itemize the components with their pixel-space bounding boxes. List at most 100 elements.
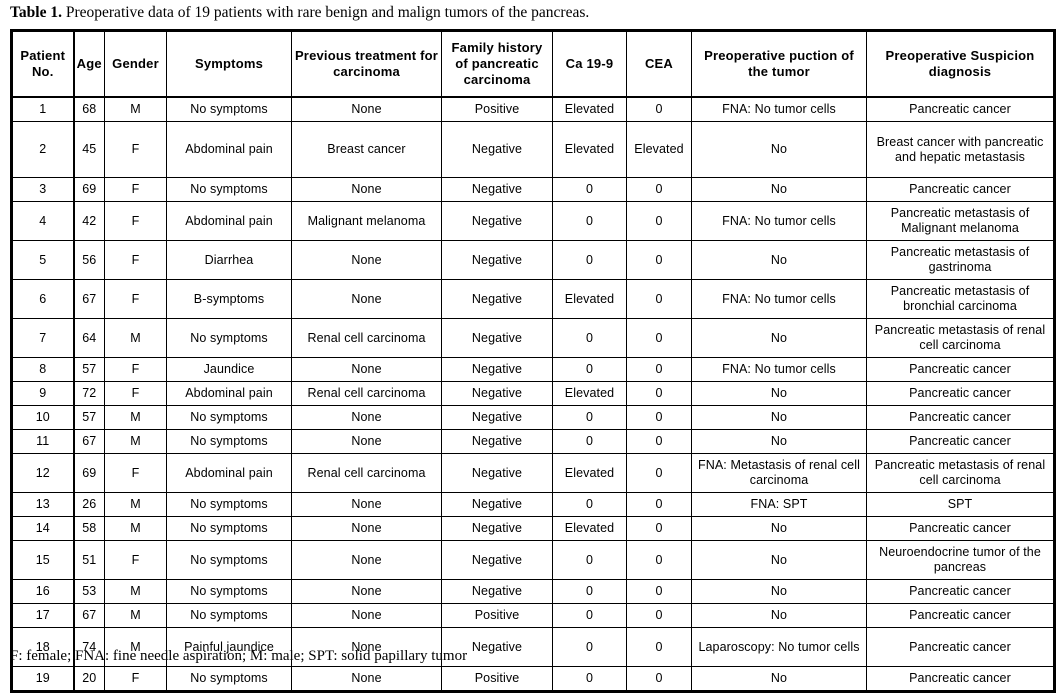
cell-previous-treatment: Renal cell carcinoma — [291, 381, 442, 406]
cell-age: 67 — [73, 429, 105, 454]
cell-ca19-9: 0 — [552, 492, 627, 517]
cell-symptoms: Abdominal pain — [166, 453, 292, 493]
cell-cea: 0 — [626, 603, 692, 628]
cell-cea: 0 — [626, 381, 692, 406]
cell-symptoms: Abdominal pain — [166, 201, 292, 241]
cell-cea: 0 — [626, 579, 692, 604]
cell-ca19-9: 0 — [552, 540, 627, 580]
column-header-preoperative-puncture: Preoperative puction of the tumor — [691, 30, 867, 98]
cell-suspicion-diagnosis: Pancreatic metastasis of renal cell carc… — [866, 453, 1055, 493]
cell-gender: F — [104, 201, 167, 241]
column-header-ca19-9: Ca 19-9 — [552, 30, 627, 98]
cell-preoperative-puncture: FNA: No tumor cells — [691, 357, 867, 382]
column-header-patient-no: Patient No. — [11, 30, 75, 98]
cell-ca19-9: 0 — [552, 201, 627, 241]
column-header-symptoms: Symptoms — [166, 30, 292, 98]
cell-suspicion-diagnosis: Pancreatic metastasis of bronchial carci… — [866, 279, 1055, 319]
table-row: 15 51 F No symptoms None Negative 0 0 No Neuroend… — [11, 540, 1055, 580]
cell-gender: F — [104, 381, 167, 406]
cell-age: 53 — [73, 579, 105, 604]
cell-suspicion-diagnosis: SPT — [866, 492, 1055, 517]
cell-patient-no: 16 — [11, 579, 75, 604]
cell-gender: M — [104, 579, 167, 604]
cell-gender: F — [104, 357, 167, 382]
cell-suspicion-diagnosis: Pancreatic cancer — [866, 96, 1055, 122]
cell-ca19-9: 0 — [552, 429, 627, 454]
cell-suspicion-diagnosis: Pancreatic cancer — [866, 666, 1055, 692]
cell-symptoms: No symptoms — [166, 666, 292, 692]
cell-age: 26 — [73, 492, 105, 517]
cell-gender: F — [104, 453, 167, 493]
cell-patient-no: 2 — [11, 121, 75, 178]
table-row: 6 67 F B-symptoms None Negative Elevated 0 FNA: … — [11, 279, 1055, 319]
cell-patient-no: 5 — [11, 240, 75, 280]
cell-previous-treatment: None — [291, 429, 442, 454]
cell-previous-treatment: Renal cell carcinoma — [291, 318, 442, 358]
cell-preoperative-puncture: No — [691, 516, 867, 541]
cell-suspicion-diagnosis: Pancreatic cancer — [866, 429, 1055, 454]
cell-previous-treatment: None — [291, 603, 442, 628]
cell-ca19-9: 0 — [552, 318, 627, 358]
cell-family-history: Negative — [441, 201, 553, 241]
cell-family-history: Negative — [441, 318, 553, 358]
cell-family-history: Negative — [441, 453, 553, 493]
cell-cea: 0 — [626, 540, 692, 580]
table-row: 8 57 F Jaundice None Negative 0 0 FNA: No tumor … — [11, 357, 1055, 382]
cell-previous-treatment: None — [291, 540, 442, 580]
cell-previous-treatment: None — [291, 516, 442, 541]
cell-family-history: Negative — [441, 429, 553, 454]
cell-symptoms: Abdominal pain — [166, 381, 292, 406]
cell-suspicion-diagnosis: Pancreatic cancer — [866, 357, 1055, 382]
cell-previous-treatment: Renal cell carcinoma — [291, 453, 442, 493]
table-row: 16 53 M No symptoms None Negative 0 0 No Pancreat… — [11, 579, 1055, 604]
table-row: 13 26 M No symptoms None Negative 0 0 FNA: SPT SP… — [11, 492, 1055, 517]
table-caption-label: Table 1. — [10, 4, 62, 21]
cell-ca19-9: 0 — [552, 240, 627, 280]
cell-patient-no: 10 — [11, 405, 75, 430]
table-row: 10 57 M No symptoms None Negative 0 0 No Pancreat… — [11, 405, 1055, 430]
cell-age: 57 — [73, 357, 105, 382]
cell-previous-treatment: None — [291, 579, 442, 604]
cell-family-history: Negative — [441, 240, 553, 280]
table-row: 14 58 M No symptoms None Negative Elevated 0 No P… — [11, 516, 1055, 541]
cell-preoperative-puncture: No — [691, 177, 867, 202]
cell-age: 51 — [73, 540, 105, 580]
cell-symptoms: No symptoms — [166, 603, 292, 628]
cell-preoperative-puncture: FNA: No tumor cells — [691, 279, 867, 319]
cell-preoperative-puncture: No — [691, 540, 867, 580]
cell-age: 67 — [73, 603, 105, 628]
cell-family-history: Negative — [441, 579, 553, 604]
cell-age: 57 — [73, 405, 105, 430]
cell-preoperative-puncture: No — [691, 429, 867, 454]
cell-preoperative-puncture: No — [691, 603, 867, 628]
cell-family-history: Positive — [441, 666, 553, 692]
cell-preoperative-puncture: No — [691, 121, 867, 178]
cell-family-history: Negative — [441, 177, 553, 202]
table-row: 11 67 M No symptoms None Negative 0 0 No Pancreat… — [11, 429, 1055, 454]
cell-previous-treatment: Breast cancer — [291, 121, 442, 178]
table-row: 9 72 F Abdominal pain Renal cell carcinoma Ne… — [11, 381, 1055, 406]
cell-preoperative-puncture: FNA: Metastasis of renal cell carcinoma — [691, 453, 867, 493]
cell-family-history: Negative — [441, 516, 553, 541]
cell-ca19-9: Elevated — [552, 279, 627, 319]
cell-ca19-9: Elevated — [552, 121, 627, 178]
cell-preoperative-puncture: FNA: No tumor cells — [691, 201, 867, 241]
cell-previous-treatment: None — [291, 279, 442, 319]
cell-previous-treatment: None — [291, 177, 442, 202]
cell-gender: F — [104, 240, 167, 280]
cell-symptoms: No symptoms — [166, 492, 292, 517]
cell-gender: M — [104, 405, 167, 430]
cell-patient-no: 11 — [11, 429, 75, 454]
cell-symptoms: No symptoms — [166, 318, 292, 358]
cell-ca19-9: 0 — [552, 177, 627, 202]
cell-ca19-9: 0 — [552, 603, 627, 628]
column-header-age: Age — [73, 30, 105, 98]
cell-ca19-9: 0 — [552, 405, 627, 430]
table-row: 19 20 F No symptoms None Positive 0 0 No Pancreat… — [11, 666, 1055, 692]
cell-preoperative-puncture: No — [691, 381, 867, 406]
column-header-suspicion-diagnosis: Preoperative Suspicion diagnosis — [866, 30, 1055, 98]
column-header-gender: Gender — [104, 30, 167, 98]
cell-ca19-9: Elevated — [552, 381, 627, 406]
cell-family-history: Positive — [441, 96, 553, 122]
cell-symptoms: No symptoms — [166, 540, 292, 580]
